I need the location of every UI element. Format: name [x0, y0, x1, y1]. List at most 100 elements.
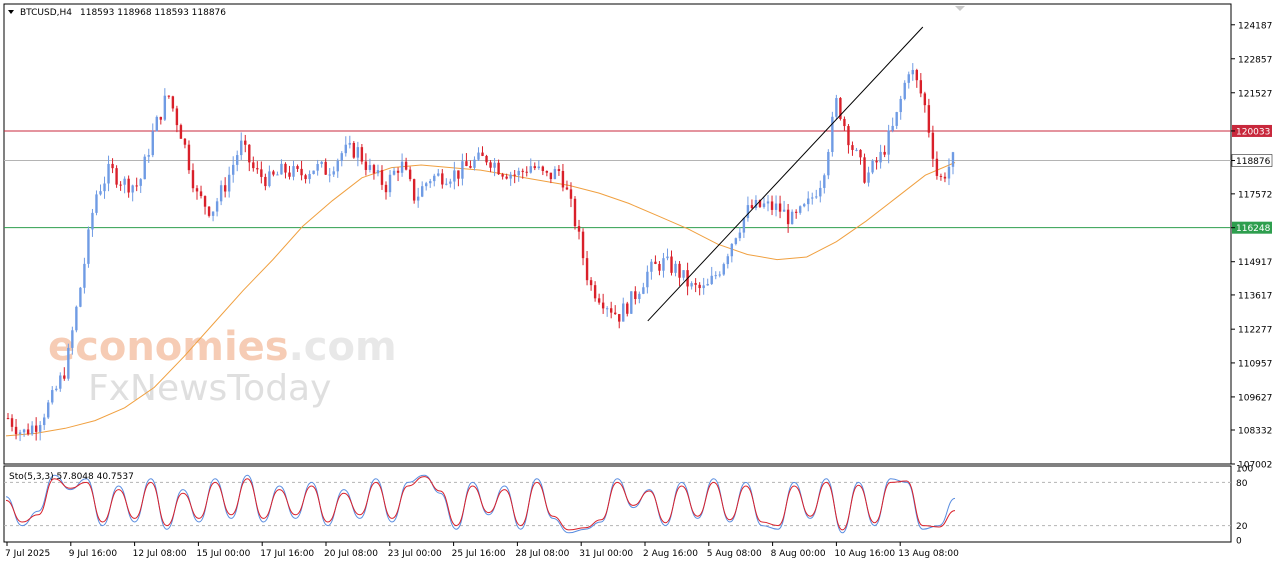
- candle-body: [907, 74, 910, 83]
- main-panel: [3, 3, 1232, 465]
- level-lines: 120033 116248 118876: [4, 124, 1273, 234]
- candle-body: [662, 258, 665, 271]
- candle-body: [6, 418, 10, 420]
- candle-body: [835, 98, 838, 117]
- candle-body: [167, 95, 171, 97]
- candle-body: [887, 130, 890, 155]
- candle-body: [280, 163, 283, 175]
- candle-body: [658, 263, 661, 271]
- candle-body: [674, 263, 677, 273]
- candle-body: [569, 189, 573, 199]
- time-tick-label: 12 Jul 08:00: [133, 549, 187, 559]
- price-axis: 107002 108332 109627 110957 112277 113617 1149…: [1231, 21, 1272, 471]
- stoch-axis-label: 100: [1236, 465, 1253, 475]
- candle-body: [195, 188, 199, 192]
- candle-body: [236, 155, 239, 165]
- candle-body: [256, 168, 259, 170]
- candle-body: [223, 185, 227, 192]
- candle-body: [10, 418, 14, 427]
- candle-body: [626, 303, 629, 314]
- candle-body: [618, 314, 621, 322]
- candle-body: [803, 204, 806, 207]
- candle-body: [103, 183, 106, 192]
- candle-body: [425, 183, 428, 187]
- candle-body: [935, 158, 939, 176]
- candle-body: [63, 375, 66, 379]
- candle-body: [577, 226, 581, 232]
- candle-body: [67, 347, 70, 379]
- candle-body: [292, 166, 295, 177]
- candle-body: [199, 191, 203, 197]
- candle-body: [871, 160, 874, 173]
- candle-body: [565, 187, 569, 190]
- time-tick-label: 17 Jul 16:00: [260, 549, 314, 559]
- candle-body: [939, 175, 943, 177]
- candle-body: [597, 298, 601, 303]
- candle-body: [489, 162, 492, 168]
- candle-body: [115, 168, 118, 185]
- candle-body: [51, 390, 54, 403]
- price-tick-label: 122857: [1238, 55, 1272, 65]
- candle-body: [786, 209, 790, 225]
- candle-body: [867, 172, 870, 183]
- candle-body: [823, 175, 826, 188]
- candle-body: [883, 151, 886, 155]
- candle-body: [248, 144, 251, 163]
- candle-body: [151, 131, 154, 156]
- candle-body: [706, 283, 709, 286]
- candle-body: [513, 174, 516, 176]
- price-tick-label: 114917: [1238, 258, 1272, 268]
- candle-body: [798, 206, 802, 213]
- support-price-tag: [1232, 221, 1272, 234]
- candle-body: [392, 170, 396, 175]
- candle-body: [372, 165, 376, 174]
- candle-body: [288, 172, 291, 177]
- candle-body: [561, 170, 565, 188]
- candle-body: [244, 140, 247, 145]
- candle-body: [183, 138, 187, 145]
- scroll-marker-icon[interactable]: [955, 6, 965, 11]
- candle-body: [240, 140, 243, 156]
- candle-body: [915, 69, 918, 81]
- candle-body: [714, 275, 717, 277]
- candle-body: [778, 203, 782, 212]
- price-tick-label: 110957: [1238, 359, 1272, 369]
- candle-body: [754, 199, 758, 209]
- candle-body: [545, 170, 549, 173]
- candle-body: [605, 308, 609, 310]
- candle-body: [782, 209, 786, 212]
- candle-body: [585, 258, 589, 281]
- candle-body: [581, 231, 585, 259]
- current-price-label: 118876: [1236, 157, 1271, 167]
- candle-body: [718, 274, 721, 276]
- candle-body: [734, 238, 738, 244]
- candle-body: [947, 166, 951, 179]
- candle-body: [738, 232, 742, 239]
- time-tick-label: 28 Jul 08:00: [515, 549, 569, 559]
- candle-body: [300, 168, 303, 176]
- candle-body: [368, 165, 372, 170]
- candle-body: [328, 174, 331, 176]
- candle-body: [179, 125, 183, 139]
- candle-body: [622, 303, 625, 322]
- candle-body: [831, 116, 834, 152]
- candle-body: [123, 178, 126, 185]
- stochastic-lines: 100 80 20 0: [4, 465, 1253, 547]
- candle-body: [951, 152, 955, 167]
- candle-body: [316, 164, 319, 171]
- candle-body: [614, 312, 617, 315]
- candle-body: [47, 402, 50, 418]
- candle-body: [790, 211, 794, 225]
- time-axis: 7 Jul 2025 9 Jul 16:00 12 Jul 08:00 15 Jul …: [5, 542, 959, 559]
- price-tick-label: 109627: [1238, 393, 1272, 403]
- candle-body: [268, 171, 271, 187]
- candle-body: [521, 170, 524, 172]
- time-tick-label: 15 Jul 00:00: [196, 549, 250, 559]
- candle-body: [461, 161, 464, 179]
- candle-body: [408, 169, 412, 180]
- candle-body: [698, 284, 701, 289]
- candle-body: [678, 263, 681, 278]
- candle-body: [722, 264, 725, 275]
- collapse-triangle-icon[interactable]: [8, 10, 14, 14]
